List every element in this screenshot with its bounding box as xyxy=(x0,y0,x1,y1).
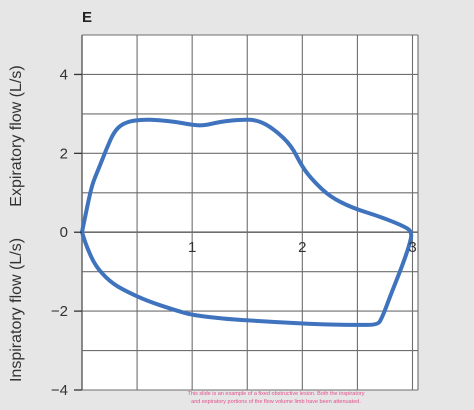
x-tick-label: 1 xyxy=(188,239,196,256)
curve-layer xyxy=(80,117,414,327)
panel-label: E xyxy=(82,9,92,26)
y-tick-label: −4 xyxy=(51,382,68,399)
y-axis-title-lower: Inspiratory flow (L/s) xyxy=(8,238,25,382)
grid xyxy=(81,34,419,391)
caption-line-2: and expiratory portions of the flow volu… xyxy=(191,399,361,405)
y-tick-label: 2 xyxy=(60,145,68,162)
y-tick-label: 4 xyxy=(60,66,68,83)
caption-line-1: This slide is an example of a fixed obst… xyxy=(187,391,364,397)
y-axis-title-upper: Expiratory flow (L/s) xyxy=(8,65,25,206)
flow-volume-loop xyxy=(80,117,414,327)
x-tick-label: 3 xyxy=(408,239,416,256)
y-tick-label: 0 xyxy=(60,224,68,241)
x-tick-label: 2 xyxy=(298,239,306,256)
x-tick-labels: 1 2 3 xyxy=(188,239,417,256)
y-tick-labels: 4 2 0 −2 −4 xyxy=(51,66,82,399)
y-tick-label: −2 xyxy=(51,303,68,320)
